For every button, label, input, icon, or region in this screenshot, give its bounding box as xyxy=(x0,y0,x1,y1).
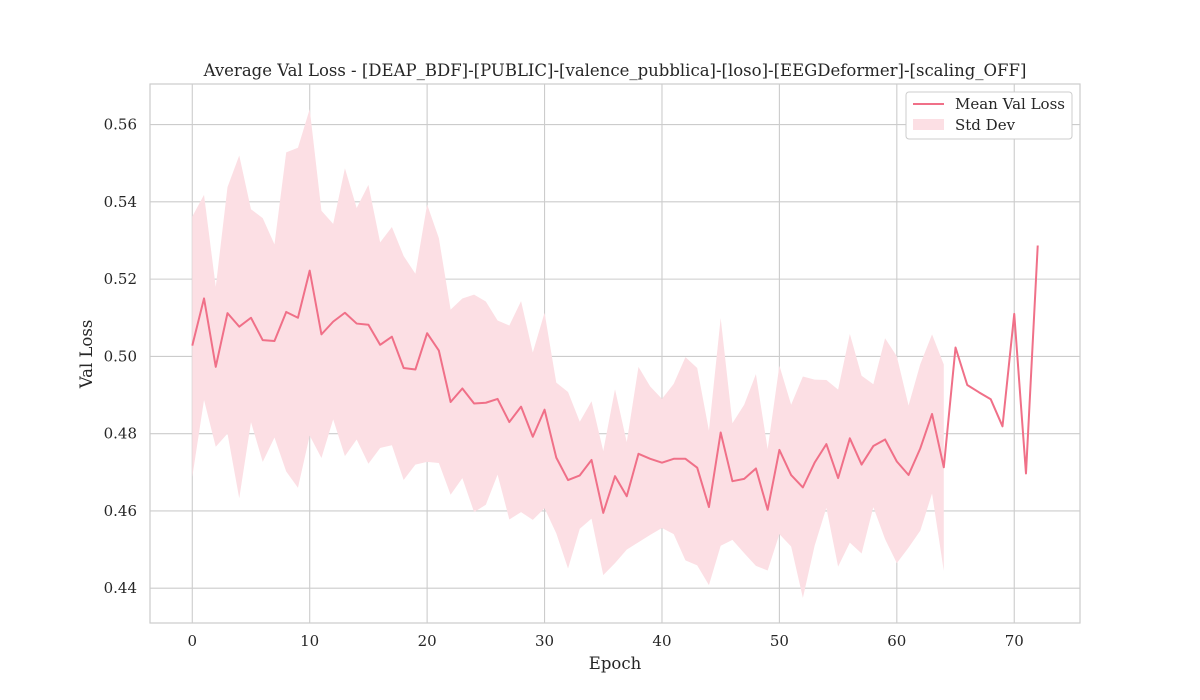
std-dev-band xyxy=(192,109,944,598)
x-tick-label: 40 xyxy=(652,632,671,650)
legend: Mean Val Loss Std Dev xyxy=(905,91,1073,140)
x-tick-label: 70 xyxy=(1005,632,1024,650)
y-tick-label: 0.48 xyxy=(104,425,137,443)
std-dev-band-layer xyxy=(192,109,944,598)
x-tick-label: 50 xyxy=(770,632,789,650)
plot-frame xyxy=(149,83,1081,624)
mean-line-layer xyxy=(191,245,1039,514)
chart-title: Average Val Loss - [DEAP_BDF]-[PUBLIC]-[… xyxy=(203,61,1027,80)
x-tick-label: 10 xyxy=(300,632,319,650)
x-tick-label: 60 xyxy=(887,632,906,650)
x-tick-label: 0 xyxy=(187,632,197,650)
x-axis-label: Epoch xyxy=(589,654,642,673)
mean-val-loss-line xyxy=(191,245,1039,514)
y-axis-label: Val Loss xyxy=(77,320,96,390)
y-tick-labels: 0.44 0.46 0.48 0.50 0.52 0.54 0.56 xyxy=(104,116,137,598)
legend-box xyxy=(905,91,1073,140)
x-tick-label: 30 xyxy=(535,632,554,650)
y-tick-label: 0.44 xyxy=(104,579,137,597)
y-tick-label: 0.52 xyxy=(104,270,137,288)
legend-std-label: Std Dev xyxy=(955,116,1016,134)
legend-mean-label: Mean Val Loss xyxy=(955,95,1065,113)
y-tick-label: 0.54 xyxy=(104,193,137,211)
y-tick-label: 0.46 xyxy=(104,502,137,520)
legend-std-swatch xyxy=(913,119,944,130)
y-tick-label: 0.56 xyxy=(104,116,137,134)
x-tick-label: 20 xyxy=(418,632,437,650)
y-tick-label: 0.50 xyxy=(104,347,137,365)
x-tick-labels: 0 10 20 30 40 50 60 70 xyxy=(187,632,1023,650)
